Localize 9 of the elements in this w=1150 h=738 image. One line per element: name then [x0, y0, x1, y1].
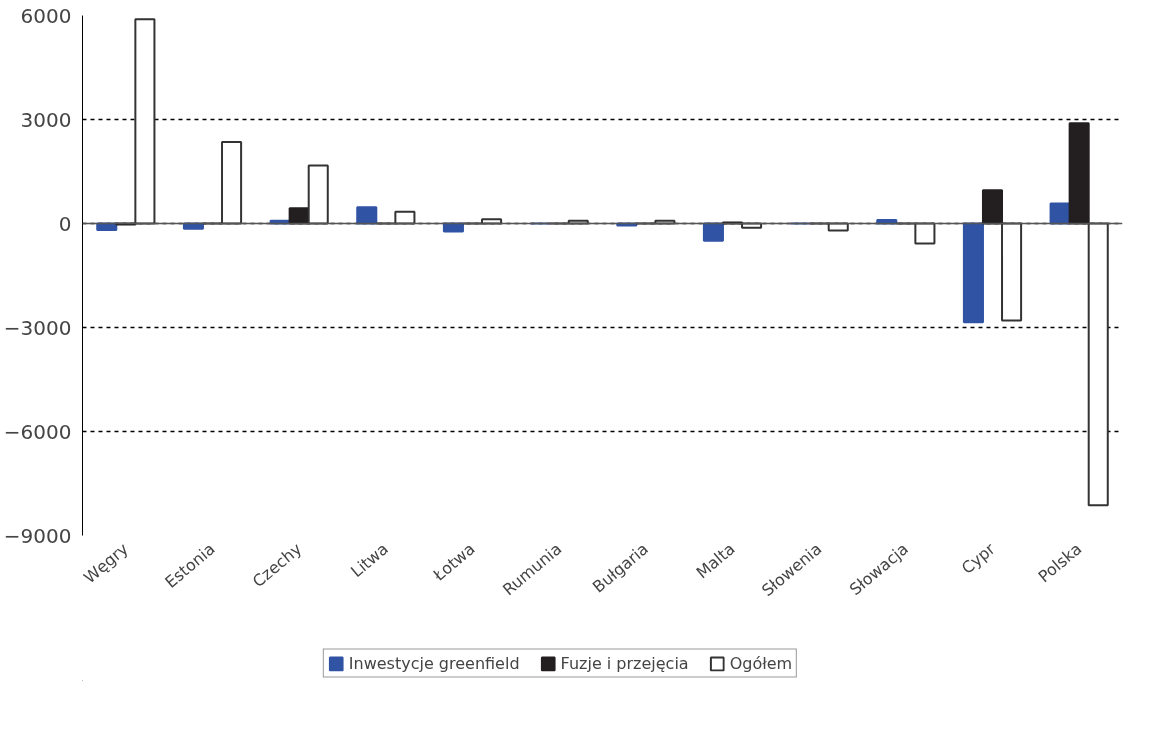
y-tick-label: 3000: [20, 107, 72, 132]
y-tick-label: 6000: [20, 3, 72, 28]
y-tick-label: −9000: [3, 523, 72, 548]
y-tick-label: −3000: [3, 315, 72, 340]
legend-label: Fuzje i przejęcia: [560, 653, 689, 673]
legend-label: Inwestycje greenfield: [348, 653, 520, 673]
y-tick-label: −6000: [3, 419, 72, 444]
y-tick-label: 0: [58, 211, 72, 236]
legend-label: Ogółem: [729, 653, 793, 673]
